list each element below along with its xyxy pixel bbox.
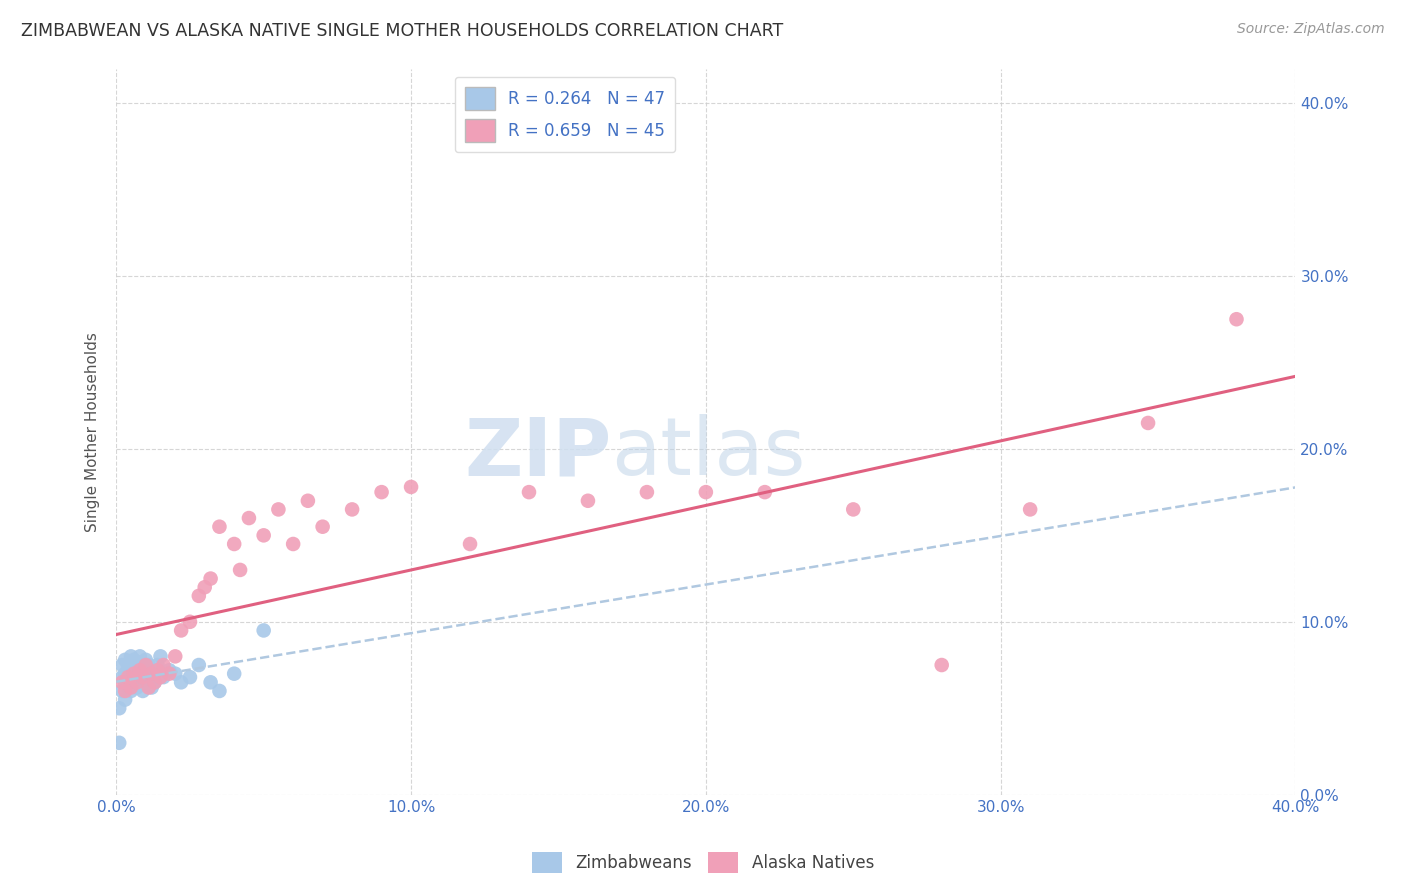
Point: [125, 675, 148, 690]
Point: [120, 649, 142, 664]
Point: [370, 485, 392, 500]
Point: [224, 666, 246, 681]
Text: Source: ZipAtlas.com: Source: ZipAtlas.com: [1237, 22, 1385, 37]
Point: [128, 663, 150, 677]
Point: [122, 663, 145, 677]
Point: [517, 485, 540, 500]
Point: [138, 658, 160, 673]
Point: [117, 681, 139, 695]
Point: [149, 649, 172, 664]
Point: [108, 701, 131, 715]
Point: [754, 485, 776, 500]
Point: [200, 675, 222, 690]
Point: [152, 658, 174, 673]
Point: [187, 658, 209, 673]
Point: [143, 675, 166, 690]
Point: [399, 480, 422, 494]
Point: [281, 537, 304, 551]
Text: atlas: atlas: [612, 415, 806, 492]
Point: [132, 658, 155, 673]
Point: [208, 684, 231, 698]
Point: [117, 658, 139, 673]
Point: [108, 736, 131, 750]
Point: [170, 675, 193, 690]
Point: [200, 572, 222, 586]
Point: [114, 692, 136, 706]
Point: [135, 658, 157, 673]
Point: [141, 666, 163, 681]
Point: [208, 519, 231, 533]
Point: [157, 666, 180, 681]
Point: [152, 670, 174, 684]
Point: [311, 519, 333, 533]
Point: [120, 684, 142, 698]
Point: [1019, 502, 1042, 516]
Point: [117, 666, 139, 681]
Point: [165, 649, 187, 664]
Point: [297, 493, 319, 508]
Point: [194, 580, 217, 594]
Point: [146, 658, 169, 673]
Point: [138, 670, 160, 684]
Point: [576, 493, 599, 508]
Point: [1225, 312, 1247, 326]
Point: [157, 663, 180, 677]
Point: [267, 502, 290, 516]
Text: ZIP: ZIP: [464, 415, 612, 492]
Point: [128, 649, 150, 664]
Point: [128, 663, 150, 677]
Point: [253, 624, 276, 638]
Point: [111, 684, 134, 698]
Point: [224, 537, 246, 551]
Point: [170, 624, 193, 638]
Point: [931, 658, 953, 673]
Point: [458, 537, 481, 551]
Legend: R = 0.264   N = 47, R = 0.659   N = 45: R = 0.264 N = 47, R = 0.659 N = 45: [454, 77, 675, 153]
Point: [114, 675, 136, 690]
Point: [636, 485, 658, 500]
Point: [165, 666, 187, 681]
Point: [114, 684, 136, 698]
Point: [143, 675, 166, 690]
Point: [114, 653, 136, 667]
Point: [146, 663, 169, 677]
Point: [111, 675, 134, 690]
Point: [141, 666, 163, 681]
Point: [179, 670, 201, 684]
Point: [111, 658, 134, 673]
Point: [117, 670, 139, 684]
Point: [179, 615, 201, 629]
Point: [238, 511, 260, 525]
Point: [122, 666, 145, 681]
Text: ZIMBABWEAN VS ALASKA NATIVE SINGLE MOTHER HOUSEHOLDS CORRELATION CHART: ZIMBABWEAN VS ALASKA NATIVE SINGLE MOTHE…: [21, 22, 783, 40]
Point: [135, 675, 157, 690]
Point: [125, 670, 148, 684]
Point: [120, 666, 142, 681]
Point: [120, 681, 142, 695]
Point: [141, 681, 163, 695]
Legend: Zimbabweans, Alaska Natives: Zimbabweans, Alaska Natives: [526, 846, 880, 880]
Point: [253, 528, 276, 542]
Point: [125, 681, 148, 695]
Point: [229, 563, 252, 577]
Point: [122, 653, 145, 667]
Point: [135, 666, 157, 681]
Point: [111, 670, 134, 684]
Point: [125, 658, 148, 673]
Point: [120, 675, 142, 690]
Point: [138, 681, 160, 695]
Point: [187, 589, 209, 603]
Y-axis label: Single Mother Households: Single Mother Households: [86, 332, 100, 532]
Point: [132, 670, 155, 684]
Point: [128, 675, 150, 690]
Point: [149, 670, 172, 684]
Point: [114, 666, 136, 681]
Point: [135, 653, 157, 667]
Point: [1137, 416, 1160, 430]
Point: [695, 485, 717, 500]
Point: [340, 502, 363, 516]
Point: [132, 684, 155, 698]
Point: [122, 675, 145, 690]
Point: [842, 502, 865, 516]
